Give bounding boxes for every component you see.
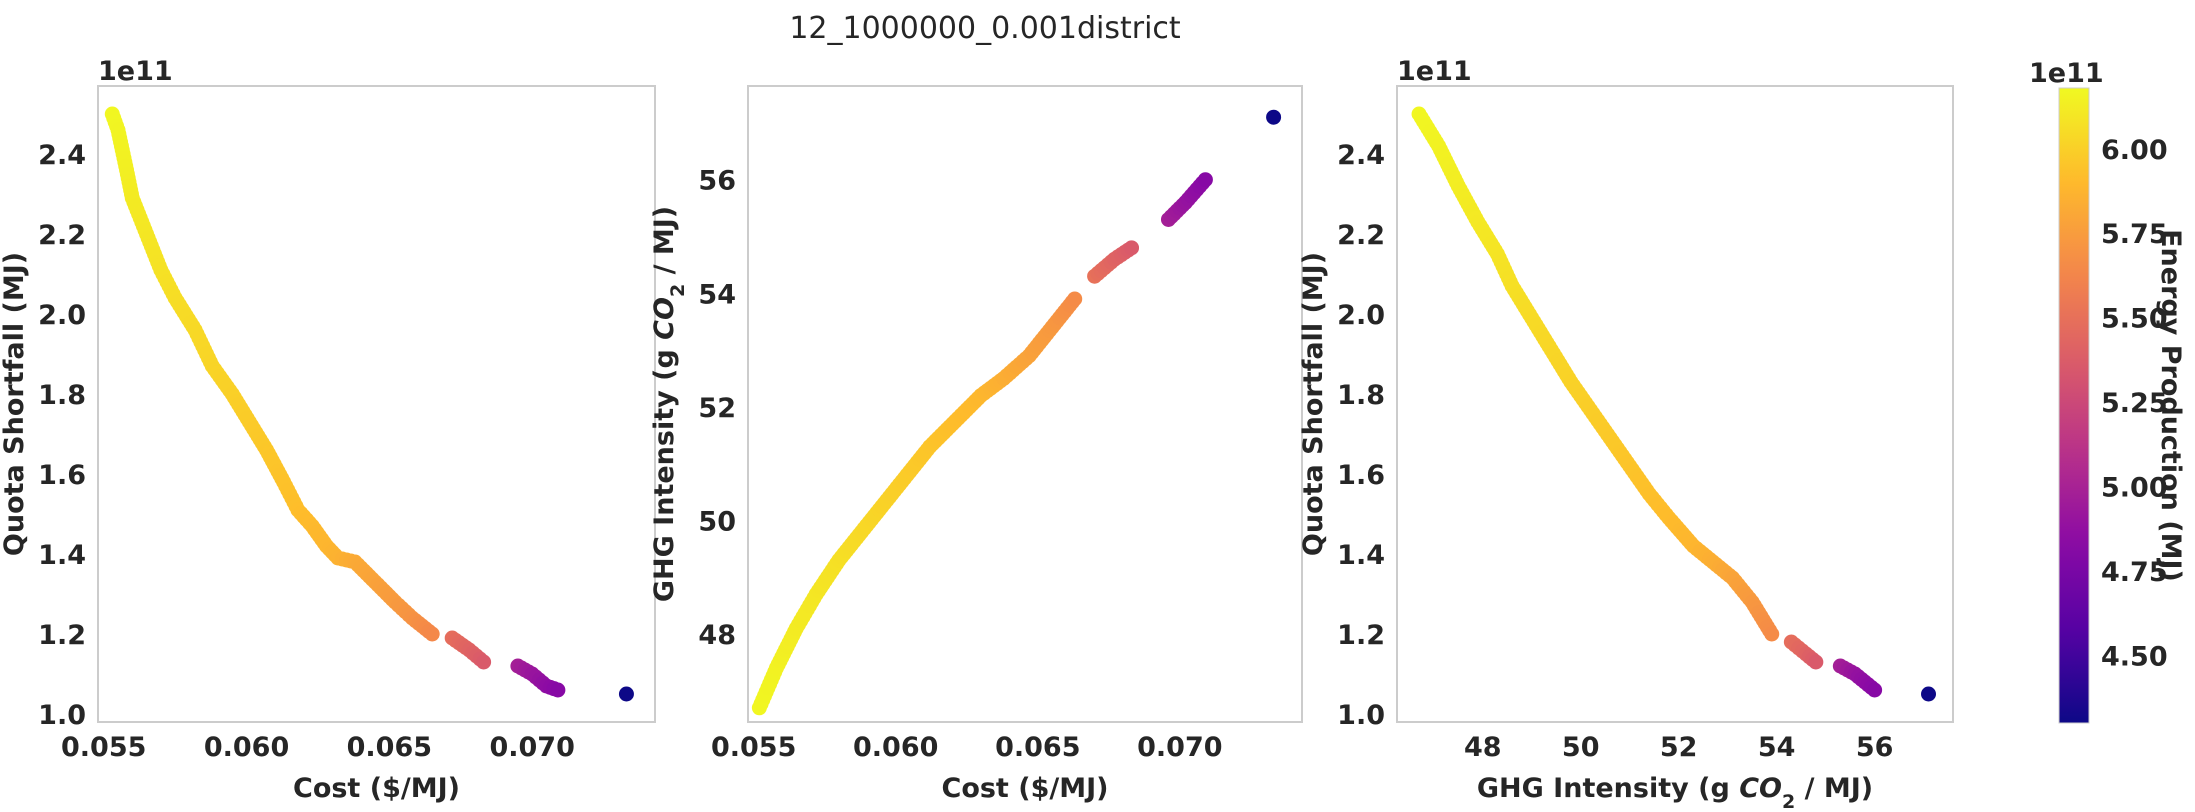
y-tick-label: 1.6 <box>38 460 86 491</box>
x-tick-label: 52 <box>1660 732 1698 763</box>
data-point <box>618 686 634 702</box>
x-tick-label: 50 <box>1562 732 1600 763</box>
x-tick-label: 0.065 <box>347 732 432 763</box>
y-offset-label: 1e11 <box>1397 56 1472 87</box>
data-point <box>550 682 566 698</box>
y-axis-label: GHG Intensity (g CO2 / MJ) <box>649 206 689 602</box>
x-tick-label: 0.070 <box>489 732 574 763</box>
x-tick-label: 0.055 <box>61 732 146 763</box>
plot-frame <box>97 85 656 723</box>
y-tick-label: 1.4 <box>38 540 86 571</box>
plot-frame <box>747 85 1303 723</box>
data-points <box>751 109 1282 716</box>
colorbar-bar <box>2058 87 2090 724</box>
y-offset-label: 1e11 <box>98 56 173 87</box>
y-tick-label: 1.8 <box>1337 380 1385 411</box>
x-tick-label: 56 <box>1856 732 1894 763</box>
y-tick-label: 56 <box>698 166 736 197</box>
data-point <box>1067 291 1083 307</box>
y-tick-label: 54 <box>698 279 736 310</box>
figure-title: 12_1000000_0.001district <box>789 11 1181 46</box>
data-points <box>104 106 634 702</box>
x-axis-label: Cost ($/MJ) <box>942 773 1109 804</box>
y-tick-label: 1.4 <box>1337 540 1385 571</box>
y-tick-label: 1.8 <box>38 380 86 411</box>
y-tick-label: 2.0 <box>1337 300 1385 331</box>
x-tick-label: 0.065 <box>995 732 1080 763</box>
data-point <box>1808 654 1824 670</box>
colorbar-label: Energy Production (MJ) <box>2155 229 2186 582</box>
panel-2: 0.055 0.060 0.065 0.070 48 50 52 54 56 Cost ($/MJ… <box>649 85 1303 804</box>
y-tick-label: 1.0 <box>38 700 86 731</box>
colorbar-offset-label: 1e11 <box>2029 58 2104 89</box>
y-tick-label: 48 <box>698 620 736 651</box>
data-point <box>1921 686 1937 702</box>
y-tick-label: 1.2 <box>38 620 86 651</box>
x-tick-label: 0.070 <box>1137 732 1222 763</box>
y-tick-label: 50 <box>698 506 736 537</box>
x-tick-label: 0.055 <box>711 732 796 763</box>
data-point <box>1197 172 1213 188</box>
colorbar-tick-label: 5.50 <box>2101 304 2168 335</box>
data-point <box>424 626 440 642</box>
data-point <box>1266 109 1282 125</box>
panel-1: 0.055 0.060 0.065 0.070 1.0 1.2 1.4 1.6 1.8 2.0 2.… <box>0 56 656 804</box>
x-tick-label: 0.060 <box>853 732 938 763</box>
y-tick-label: 2.2 <box>38 220 86 251</box>
y-tick-label: 1.0 <box>1337 700 1385 731</box>
y-tick-label: 2.2 <box>1337 220 1385 251</box>
x-axis-label: Cost ($/MJ) <box>293 773 460 804</box>
y-tick-label: 52 <box>698 393 736 424</box>
data-point <box>1867 682 1883 698</box>
y-tick-label: 2.4 <box>1337 140 1385 171</box>
colorbar-tick-label: 5.75 <box>2101 219 2168 250</box>
x-tick-label: 54 <box>1758 732 1796 763</box>
data-point <box>476 654 492 670</box>
panel-3: 48 50 52 54 56 1.0 1.2 1.4 1.6 1.8 2.0 2.2 2.4 1e11 GH… <box>1298 56 1954 812</box>
y-tick-label: 2.4 <box>38 140 86 171</box>
colorbar: 4.50 4.75 5.00 5.25 5.50 5.75 6.00 1e11 Energy P… <box>2029 58 2186 724</box>
y-tick-label: 2.0 <box>38 300 86 331</box>
y-axis-label: Quota Shortfall (MJ) <box>1298 252 1329 556</box>
data-point <box>1124 240 1140 256</box>
colorbar-tick-label: 4.50 <box>2101 641 2168 672</box>
colorbar-tick-label: 5.25 <box>2101 388 2168 419</box>
colorbar-tick-label: 5.00 <box>2101 473 2168 504</box>
x-axis-label: GHG Intensity (g CO2 / MJ) <box>1477 773 1873 812</box>
x-tick-label: 0.060 <box>204 732 289 763</box>
x-tick-label: 48 <box>1464 732 1502 763</box>
plot-frame <box>1396 85 1954 723</box>
data-points <box>1411 106 1937 702</box>
y-tick-label: 1.2 <box>1337 620 1385 651</box>
colorbar-tick-label: 6.00 <box>2101 135 2168 166</box>
y-tick-label: 1.6 <box>1337 460 1385 491</box>
data-point <box>1764 626 1780 642</box>
colorbar-tick-label: 4.75 <box>2101 557 2168 588</box>
y-axis-label: Quota Shortfall (MJ) <box>0 252 30 556</box>
